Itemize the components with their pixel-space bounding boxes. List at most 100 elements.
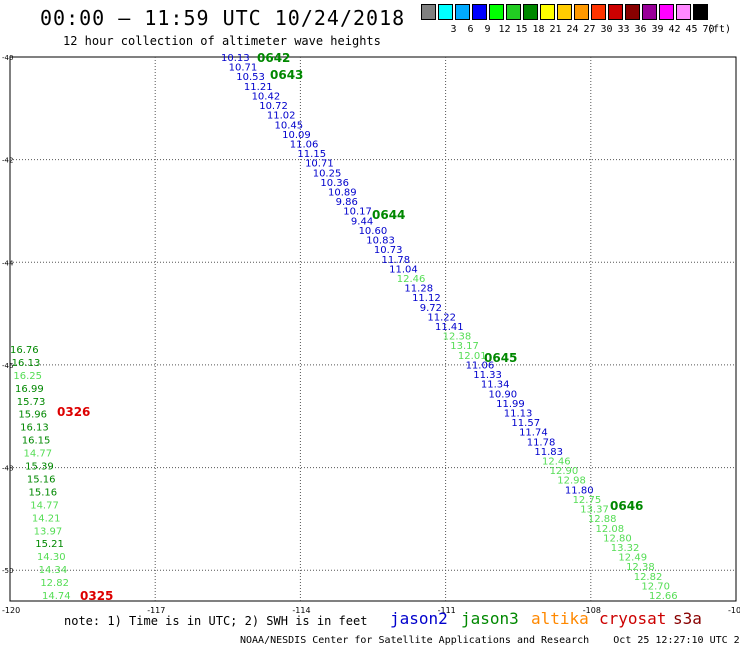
- wave-height-value: 11.06: [466, 360, 495, 371]
- legend-label: 18: [532, 24, 545, 35]
- wave-height-value: 14.21: [32, 513, 61, 524]
- wave-height-value: 14.77: [23, 449, 52, 460]
- legend-swatch: [506, 4, 521, 20]
- longitude-label: -114: [292, 606, 310, 615]
- wave-height-value: 15.16: [27, 474, 56, 485]
- legend-altika: altika: [531, 609, 589, 628]
- wave-height-value: 9.86: [336, 197, 358, 208]
- wave-height-value: 16.13: [20, 423, 49, 434]
- footer-note: note: 1) Time is in UTC; 2) SWH is in fe…: [64, 614, 368, 628]
- wave-height-value: 11.06: [290, 139, 319, 150]
- wave-height-value: 11.99: [496, 399, 525, 410]
- latitude-label: -46: [2, 362, 14, 370]
- wave-height-value: 11.33: [473, 370, 502, 381]
- wave-height-value: 16.15: [22, 436, 51, 447]
- legend-label: 30: [600, 24, 613, 35]
- legend-label: 42: [668, 24, 681, 35]
- wave-height-value: 12.08: [596, 524, 625, 535]
- wave-height-value: 12.98: [557, 476, 586, 487]
- wave-height-value: 16.99: [15, 384, 44, 395]
- longitude-label: -120: [2, 606, 20, 615]
- latitude-label: -40: [2, 54, 13, 62]
- legend-swatch: [693, 4, 708, 20]
- pass-time-label: 0642: [257, 51, 290, 65]
- wave-height-value: 16.25: [13, 371, 42, 382]
- legend-swatch: [455, 4, 470, 20]
- map-subtitle: 12 hour collection of altimeter wave hei…: [63, 34, 381, 48]
- legend-jason3: jason3: [461, 609, 519, 628]
- wave-height-value: 11.22: [427, 312, 456, 323]
- wave-height-value: 10.90: [489, 389, 518, 400]
- wave-height-value: 11.13: [504, 408, 533, 419]
- legend-label: 24: [566, 24, 579, 35]
- footer-credit: NOAA/NESDIS Center for Satellite Applica…: [240, 635, 740, 646]
- longitude-label: -117: [147, 606, 165, 615]
- pass-time-label: 0645: [484, 351, 517, 365]
- legend-label: 15: [515, 24, 528, 35]
- wave-height-value: 16.76: [10, 345, 39, 356]
- pass-time-label: 0325: [80, 589, 113, 603]
- wave-height-value: 11.80: [565, 485, 594, 496]
- legend-label: 39: [651, 24, 664, 35]
- legend-label: 33: [617, 24, 630, 35]
- legend-swatch: [421, 4, 436, 20]
- legend-label: 27: [583, 24, 596, 35]
- wave-height-value: 12.46: [542, 457, 571, 468]
- pass-time-label: 0326: [57, 405, 90, 419]
- wave-height-value: 11.83: [534, 447, 563, 458]
- longitude-label: -105: [728, 606, 740, 615]
- wave-height-value: 10.53: [236, 72, 265, 83]
- legend-swatch: [608, 4, 623, 20]
- wave-height-value: 14.34: [39, 565, 68, 576]
- wave-height-value: 12.38: [626, 562, 655, 573]
- wave-height-value: 11.41: [435, 322, 464, 333]
- wave-height-value: 12.88: [588, 514, 617, 525]
- wave-height-value: 10.45: [275, 120, 304, 131]
- wave-height-value: 11.78: [382, 255, 411, 266]
- wave-height-value: 12.82: [634, 572, 663, 583]
- wave-height-value: 10.71: [305, 159, 334, 170]
- legend-swatch: [676, 4, 691, 20]
- wave-height-value: 15.21: [35, 539, 64, 550]
- wave-height-value: 12.66: [649, 591, 678, 602]
- legend-jason2: jason2: [390, 609, 448, 628]
- latitude-label: -42: [2, 157, 13, 165]
- wave-height-value: 11.28: [404, 284, 433, 295]
- legend-s3a: s3a: [673, 609, 702, 628]
- wave-height-value: 11.02: [267, 111, 296, 122]
- legend-swatch: [523, 4, 538, 20]
- longitude-label: -111: [438, 606, 456, 615]
- wave-height-value: 13.32: [611, 543, 640, 554]
- wave-height-value: 11.57: [511, 418, 540, 429]
- wave-height-value: 11.34: [481, 380, 510, 391]
- wave-height-value: 13.17: [450, 341, 479, 352]
- wave-height-value: 9.44: [351, 216, 373, 227]
- legend-swatch: [625, 4, 640, 20]
- legend-label: 21: [549, 24, 562, 35]
- pass-time-label: 0643: [270, 68, 303, 82]
- wave-height-value: 11.04: [389, 264, 418, 275]
- legend-label: 6: [467, 24, 474, 35]
- wave-height-value: 11.78: [527, 437, 556, 448]
- wave-height-value: 10.89: [328, 188, 357, 199]
- legend-swatch: [438, 4, 453, 20]
- wave-height-value: 10.73: [374, 245, 403, 256]
- wave-height-value: 13.97: [34, 526, 63, 537]
- legend-swatch: [472, 4, 487, 20]
- wave-height-value: 12.90: [550, 466, 579, 477]
- wave-height-value: 10.09: [282, 130, 311, 141]
- legend-label: 45: [685, 24, 698, 35]
- wave-height-value: 14.77: [30, 500, 59, 511]
- wave-height-value: 15.96: [18, 410, 47, 421]
- longitude-label: -108: [583, 606, 601, 615]
- legend-label: 3: [450, 24, 457, 35]
- wave-height-value: 9.72: [420, 303, 442, 314]
- wave-height-value: 15.39: [25, 462, 54, 473]
- wave-height-value: 13.37: [580, 505, 609, 516]
- wave-height-value: 11.74: [519, 428, 548, 439]
- wave-height-value: 14.30: [37, 552, 66, 563]
- wave-height-value: 12.70: [641, 581, 670, 592]
- legend-label: 36: [634, 24, 647, 35]
- map-frame: [9, 56, 737, 602]
